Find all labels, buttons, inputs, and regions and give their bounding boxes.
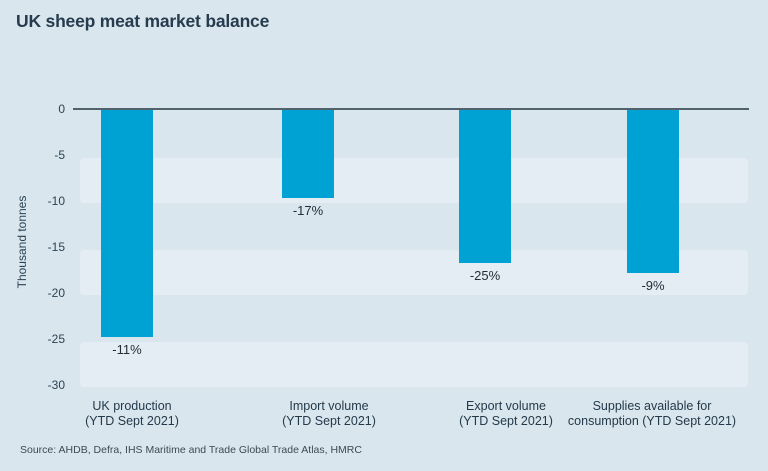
y-tick-label: -20 [47,286,65,300]
x-category-label: Import volume (YTD Sept 2021) [282,399,376,428]
y-axis-title: Thousand tonnes [15,195,29,289]
chart-title: UK sheep meat market balance [16,11,270,31]
y-tick-label: -5 [54,148,65,162]
bar-3 [459,109,511,263]
x-category-label: UK production (YTD Sept 2021) [85,399,179,428]
y-tick-label: -15 [47,240,65,254]
y-tick-label: -25 [47,332,65,346]
plot-area: 0 -5 -10 -15 -20 -25 -30 -11% -17% -25% -9% UK prod… [48,102,749,428]
source-note: Source: AHDB, Defra, IHS Maritime and Tr… [20,444,362,456]
bar-4 [627,109,679,273]
y-tick-label: -30 [47,378,65,392]
bar-value-label: -17% [292,203,324,218]
bar-value-label: -9% [641,278,665,293]
zero-axis-line [73,108,749,110]
y-tick-label: -10 [47,194,65,208]
x-category-label: Supplies available for consumption (YTD … [567,399,737,428]
bar-2 [282,109,334,198]
plot-band [80,342,748,387]
bar-1 [101,109,153,337]
x-category-label: Export volume (YTD Sept 2021) [459,399,553,428]
y-tick-label: 0 [58,102,65,116]
bar-value-label: -25% [469,268,501,283]
bar-value-label: -11% [112,342,142,357]
